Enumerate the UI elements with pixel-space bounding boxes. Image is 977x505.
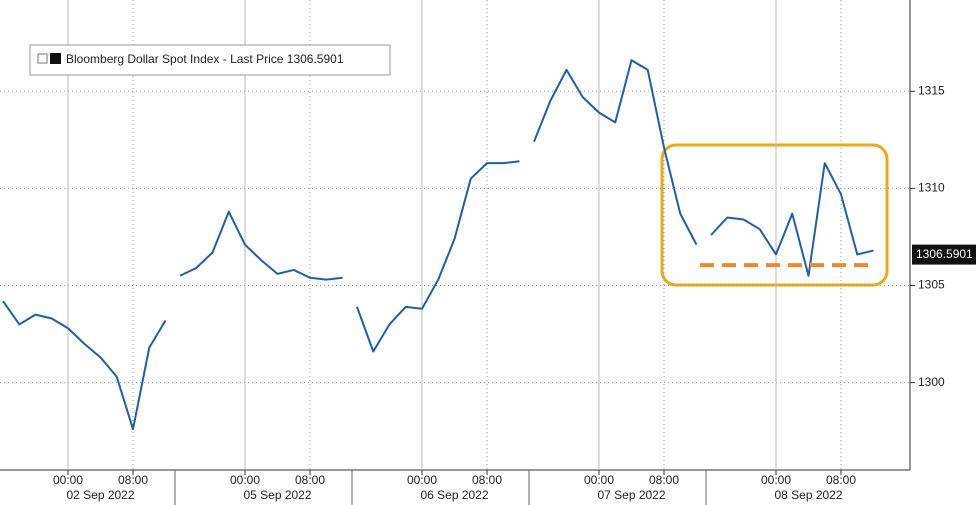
y-tick-label: 1315 — [918, 83, 945, 97]
legend-swatch — [50, 53, 61, 64]
x-tick-label: 00:00 — [407, 473, 437, 487]
x-tick-label: 08:00 — [826, 473, 856, 487]
price-line — [533, 59, 698, 246]
date-label: 05 Sep 2022 — [243, 488, 311, 502]
price-line — [2, 300, 167, 431]
x-tick-label: 00:00 — [761, 473, 791, 487]
x-tick-label: 08:00 — [118, 473, 148, 487]
x-tick-label: 00:00 — [53, 473, 83, 487]
price-line — [179, 210, 343, 281]
date-label: 06 Sep 2022 — [420, 488, 488, 502]
date-label: 08 Sep 2022 — [774, 488, 842, 502]
x-tick-label: 08:00 — [472, 473, 502, 487]
y-tick-label: 1305 — [918, 278, 945, 292]
x-tick-label: 08:00 — [295, 473, 325, 487]
price-line — [356, 160, 520, 353]
date-label: 02 Sep 2022 — [66, 488, 134, 502]
price-line — [710, 162, 874, 277]
y-tick-label: 1300 — [918, 375, 945, 389]
x-tick-label: 00:00 — [230, 473, 260, 487]
legend-toggle — [37, 53, 48, 64]
legend-box — [29, 44, 391, 76]
x-tick-label: 00:00 — [584, 473, 614, 487]
last-price-box — [912, 244, 976, 265]
x-tick-label: 08:00 — [649, 473, 679, 487]
legend-text: Bloomberg Dollar Spot Index - Last Price… — [66, 52, 344, 66]
date-label: 07 Sep 2022 — [597, 488, 665, 502]
highlight-box — [660, 143, 889, 287]
last-price-label: 1306.5901 — [916, 247, 973, 261]
y-tick-label: 1310 — [918, 181, 945, 195]
